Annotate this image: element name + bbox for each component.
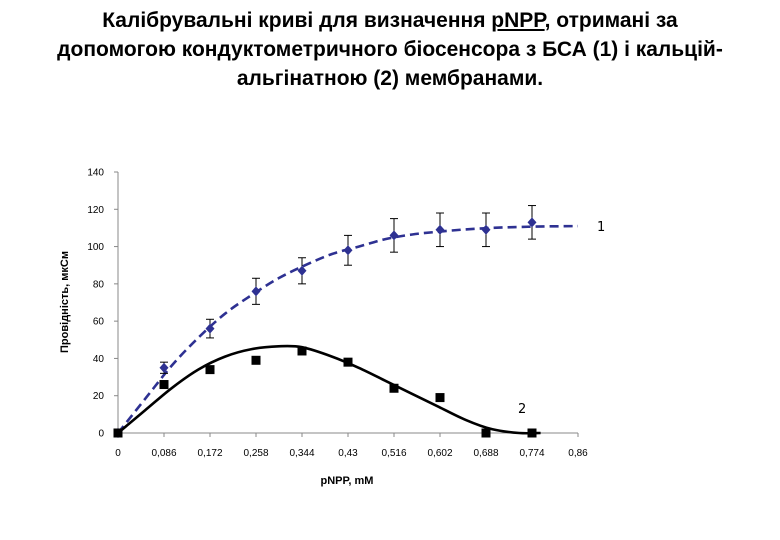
y-tick-label: 60 (93, 317, 105, 328)
series-2-point (205, 365, 215, 375)
y-tick-label: 140 (87, 168, 104, 179)
x-tick-label: 0,344 (289, 448, 314, 459)
x-tick-label: 0,86 (568, 448, 588, 459)
x-tick-label: 0,43 (338, 448, 358, 459)
series-1-point (251, 286, 261, 297)
series-2-point (389, 383, 399, 393)
title-part2: , отримані за допомогою кондуктометрично… (57, 9, 723, 90)
series-1-point (389, 230, 399, 241)
title-part1: Калібрувальні криві для визначення (102, 9, 492, 32)
y-tick-label: 100 (87, 242, 104, 253)
x-axis-label: pNPP, mM (321, 475, 374, 487)
series-1-point (343, 245, 353, 256)
series-1-point (527, 217, 537, 228)
y-axis-label: Провідність, мкСм (59, 251, 71, 353)
series-1-point (297, 265, 307, 276)
data-marks (113, 205, 537, 438)
x-tick-label: 0,602 (427, 448, 452, 459)
x-tick-label: 0,516 (381, 448, 406, 459)
series-1-point (481, 224, 491, 235)
series-1-point (159, 362, 169, 373)
series-2-point (251, 355, 261, 365)
x-tick-label: 0,774 (519, 448, 544, 459)
series-2-point (297, 346, 307, 356)
series-2-point (481, 428, 491, 438)
series-2-fit-curve (117, 344, 541, 435)
series-2-point (113, 428, 123, 438)
series-1-label: 1 (597, 220, 605, 235)
axes: 0 20 40 60 80 100 120 140 0 0,086 0,172 0,258 0,344 0… (87, 168, 588, 460)
x-tick-label: 0,258 (243, 448, 268, 459)
title-underlined-term: pNPP (491, 9, 545, 32)
series-2-point (527, 428, 537, 438)
x-tick-label: 0 (115, 448, 121, 459)
series-2-point (343, 357, 353, 367)
series-1-point (435, 224, 445, 235)
chart-title: Калібрувальні криві для визначення pNPP,… (40, 6, 740, 93)
x-tick-label: 0,172 (197, 448, 222, 459)
series-2-point (159, 380, 169, 390)
x-tick-label: 0,086 (151, 448, 176, 459)
x-tick-label: 0,688 (473, 448, 498, 459)
series-1-point (205, 323, 215, 334)
y-tick-label: 20 (93, 391, 105, 402)
y-tick-label: 120 (87, 205, 104, 216)
series-2-point (435, 393, 445, 403)
y-tick-label: 80 (93, 279, 105, 290)
y-tick-label: 0 (98, 429, 104, 440)
series-2-label: 2 (518, 402, 526, 417)
y-tick-label: 40 (93, 354, 105, 365)
